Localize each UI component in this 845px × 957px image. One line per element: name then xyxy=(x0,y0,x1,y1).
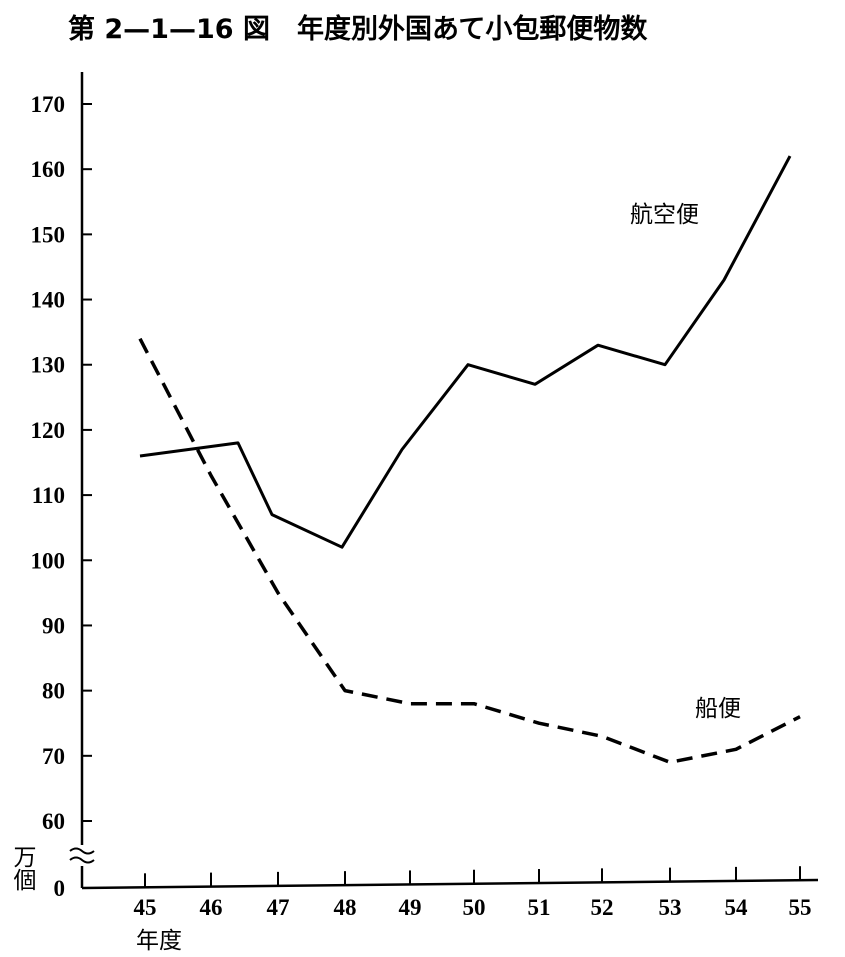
x-tick-label: 46 xyxy=(200,895,223,920)
x-tick-label: 48 xyxy=(334,895,357,920)
y-axis-unit-label: 万個 xyxy=(9,845,37,891)
y-tick-label: 70 xyxy=(42,744,65,769)
y-tick-label: 0 xyxy=(54,876,66,901)
axes xyxy=(69,72,819,890)
y-tick-label: 130 xyxy=(31,353,66,378)
x-axis-unit-label: 年度 xyxy=(136,928,182,954)
x-tick-label: 45 xyxy=(134,895,157,920)
series-layer xyxy=(138,155,801,765)
y-tick-label: 100 xyxy=(31,548,66,573)
x-tick-label: 52 xyxy=(591,895,614,920)
x-tick-label: 50 xyxy=(463,895,486,920)
y-axis-ticks: 170 160 150 140 130 120 110 100 90 80 70 60 0 xyxy=(31,92,92,901)
y-tick-label: 140 xyxy=(31,288,66,313)
y-tick-label: 150 xyxy=(31,222,66,247)
chart-title: 第 2—1—16 図 年度別外国あて小包郵便物数 xyxy=(68,13,648,45)
axis-break-mark xyxy=(69,847,95,855)
x-tick-label: 55 xyxy=(789,895,812,920)
y-tick-label: 170 xyxy=(31,92,66,117)
series-label-air: 航空便 xyxy=(630,202,699,228)
axis-break-mark xyxy=(69,856,95,864)
x-tick-label: 49 xyxy=(399,895,422,920)
y-tick-label: 80 xyxy=(42,679,65,704)
x-axis-line xyxy=(81,878,819,890)
y-tick-label: 110 xyxy=(32,483,65,508)
x-axis-ticks: 45 46 47 48 49 50 51 52 53 54 55 xyxy=(134,866,812,920)
x-tick-label: 51 xyxy=(528,895,551,920)
x-tick-label: 53 xyxy=(659,895,682,920)
y-tick-label: 60 xyxy=(42,809,65,834)
x-tick-label: 47 xyxy=(267,895,290,920)
x-tick-label: 54 xyxy=(725,895,749,920)
series-label-sea: 船便 xyxy=(695,696,741,722)
y-tick-label: 120 xyxy=(31,418,66,443)
y-tick-label: 160 xyxy=(31,157,66,182)
y-tick-label: 90 xyxy=(42,613,65,638)
